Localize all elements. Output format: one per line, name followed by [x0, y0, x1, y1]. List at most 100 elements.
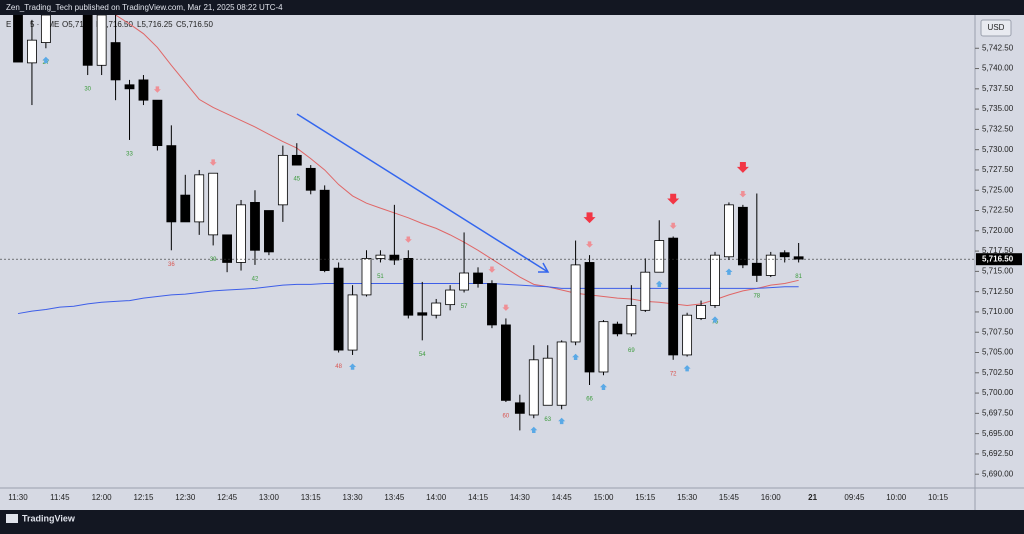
candle-body [152, 99, 163, 147]
y-tick-label: 5,740.00 [982, 64, 1014, 73]
candle-body [473, 272, 483, 284]
buy-signal [599, 383, 607, 391]
bar-number: 33 [126, 152, 133, 158]
chart-background [0, 15, 1024, 510]
trend-arrowhead [538, 262, 550, 273]
buy-signal [711, 316, 719, 323]
strong-sell-signal [583, 212, 596, 224]
bar-number: 69 [628, 348, 635, 354]
candle-body [180, 194, 191, 223]
candle-body [194, 174, 205, 223]
candle-body [682, 314, 693, 356]
candle-body [654, 240, 665, 273]
candle-body [27, 39, 37, 64]
legend-high: H5,716.50 [96, 20, 133, 29]
last-price-label: 5,716.50 [982, 254, 1014, 263]
candle-body [264, 210, 274, 253]
buy-signal [558, 417, 566, 425]
sell-signal [404, 236, 412, 243]
x-tick-label: 12:00 [92, 493, 113, 502]
brand: TradingView [22, 513, 76, 523]
legend-open: O5,716 [62, 20, 89, 29]
y-tick-label: 5,700.00 [982, 388, 1014, 397]
x-tick-label: 14:00 [426, 493, 447, 502]
candle-body [333, 267, 344, 351]
candle-body [724, 204, 734, 258]
sell-signal [488, 266, 496, 273]
bar-number: 36 [168, 262, 175, 268]
candle-body [347, 294, 358, 351]
candle-body [487, 283, 497, 326]
x-tick-label: 14:30 [510, 493, 531, 502]
x-tick-label: 13:30 [343, 493, 364, 502]
bar-number: 63 [544, 417, 551, 423]
sell-signal [502, 304, 510, 311]
y-tick-label: 5,707.50 [982, 327, 1014, 336]
candle-body [403, 257, 414, 316]
y-tick-label: 5,710.00 [982, 307, 1014, 316]
candle-body [361, 257, 372, 296]
y-tick-label: 5,697.50 [982, 408, 1014, 417]
bar-number: 78 [753, 294, 760, 300]
x-tick-label: 12:30 [175, 493, 196, 502]
y-tick-label: 5,692.50 [982, 449, 1014, 458]
y-tick-label: 5,702.50 [982, 368, 1014, 377]
candle-body [459, 272, 469, 291]
brand-logo [6, 514, 18, 523]
candle-body [765, 254, 776, 276]
candle-body [236, 204, 246, 263]
candle-body [737, 206, 748, 266]
candle-body [598, 321, 609, 373]
sell-signal [586, 241, 594, 248]
bar-number: 66 [586, 397, 593, 403]
buy-signal [530, 426, 538, 434]
x-tick-label: 10:00 [886, 493, 907, 502]
x-tick-label: 16:00 [761, 493, 782, 502]
y-tick-label: 5,720.00 [982, 226, 1014, 235]
x-tick-label: 21 [808, 493, 817, 502]
bar-number: 81 [795, 274, 802, 280]
candle-body [626, 305, 637, 335]
candle-body [500, 324, 511, 401]
candle-body [514, 402, 525, 414]
bar-number: 45 [293, 177, 300, 183]
bar-number: 48 [335, 364, 342, 370]
x-tick-label: 11:30 [8, 493, 28, 502]
bar-number: 30 [84, 87, 91, 93]
x-tick-label: 12:45 [217, 493, 238, 502]
strong-sell-signal [667, 193, 680, 205]
candle-body [710, 254, 720, 306]
y-tick-label: 5,705.00 [982, 348, 1014, 357]
candle-body [612, 323, 623, 335]
candle-body [696, 305, 706, 319]
x-tick-label: 09:45 [844, 493, 865, 502]
legend-close: C5,716.50 [176, 20, 213, 29]
y-tick-label: 5,722.50 [982, 206, 1014, 215]
y-tick-label: 5,695.00 [982, 429, 1014, 438]
candle-body [82, 15, 93, 66]
y-tick-label: 5,730.00 [982, 145, 1014, 154]
trend-line [296, 113, 549, 273]
x-tick-label: 15:15 [635, 493, 656, 502]
x-tick-label: 12:15 [133, 493, 154, 502]
currency-box[interactable] [980, 19, 1012, 37]
candle-body [277, 154, 288, 206]
y-tick-label: 5,742.50 [982, 43, 1014, 52]
y-tick-label: 5,737.50 [982, 84, 1014, 93]
bar-number: 57 [461, 304, 468, 310]
sell-signal [669, 222, 677, 229]
bar-number: 72 [670, 371, 677, 377]
x-tick-label: 13:00 [259, 493, 280, 502]
bar-number: 60 [503, 414, 510, 420]
candle-body [445, 289, 456, 306]
x-tick-label: 14:45 [552, 493, 573, 502]
candle-body [305, 167, 316, 191]
sell-signal [209, 159, 217, 166]
bottom-bar [0, 510, 1024, 529]
y-tick-label: 5,717.50 [982, 246, 1014, 255]
x-tick-label: 10:15 [928, 493, 949, 502]
candle-body [13, 15, 23, 63]
y-tick-label: 5,690.00 [982, 469, 1014, 478]
y-tick-label: 5,725.00 [982, 185, 1014, 194]
y-tick-label: 5,735.00 [982, 104, 1014, 113]
